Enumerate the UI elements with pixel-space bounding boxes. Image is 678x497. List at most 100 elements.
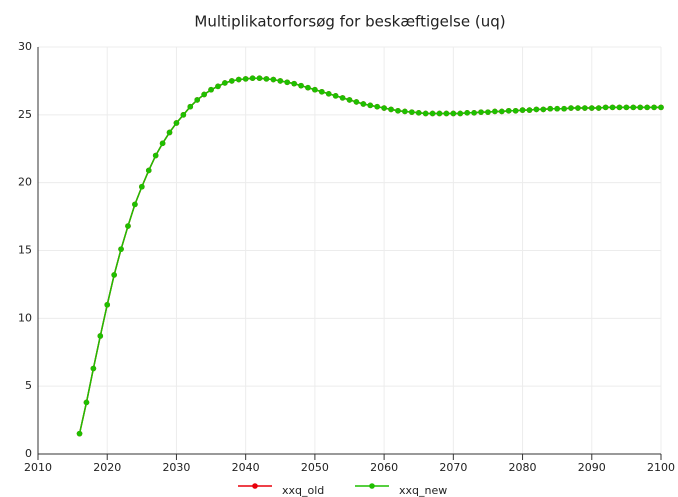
marker [249,75,256,82]
x-tick-label: 2010 [24,461,52,474]
marker [125,223,131,229]
marker [187,103,194,110]
x-tick-label: 2040 [232,461,260,474]
marker [277,78,284,84]
marker [422,110,429,117]
marker [360,101,367,107]
marker [658,104,664,111]
legend-marker [252,483,258,489]
marker [118,246,124,252]
marker [298,82,304,89]
marker [388,106,394,113]
marker [478,109,484,115]
marker [554,105,560,112]
marker [353,99,360,105]
marker [104,301,111,308]
line [78,77,661,434]
x-tick-label: 2080 [509,461,537,474]
y-tick-label: 0 [25,447,32,460]
y-tick-label: 25 [18,108,32,121]
marker [443,110,450,117]
y-tick-label: 5 [25,379,32,392]
marker [409,109,415,115]
marker [229,78,235,84]
marker [215,83,221,90]
marker [235,76,242,83]
marker [415,109,422,116]
marker [429,110,436,117]
y-tick-label: 15 [18,244,32,257]
marker [284,79,291,86]
marker [166,129,173,136]
marker [561,105,567,112]
marker [367,102,374,109]
marker [139,183,145,190]
marker [616,104,623,111]
marker [492,108,498,115]
marker [644,104,650,111]
legend-label: xxq_new [399,484,447,497]
y-tick-label: 10 [18,311,32,324]
marker [111,272,117,278]
marker [651,104,657,111]
marker [90,365,97,372]
x-tick-label: 2060 [370,461,398,474]
marker [623,104,630,111]
x-tick-label: 2070 [439,461,467,474]
marker [201,91,207,98]
marker [346,97,353,103]
marker [242,76,249,82]
marker [471,109,477,116]
marker [533,106,540,113]
x-tick-label: 2090 [578,461,606,474]
line [78,77,661,434]
marker [339,95,346,101]
marker [450,110,457,117]
marker [505,107,512,114]
marker [263,76,270,82]
marker [319,88,325,95]
marker [526,107,533,113]
marker [540,106,547,113]
marker [575,105,581,111]
marker [395,107,401,114]
marker [325,91,332,97]
marker [512,107,519,114]
marker [381,105,387,111]
marker [595,105,602,111]
marker [602,104,609,111]
marker [256,75,263,82]
marker [402,108,408,115]
marker [588,105,595,111]
x-tick-label: 2030 [162,461,190,474]
marker [547,105,554,112]
marker [332,93,339,99]
marker [637,104,644,111]
y-tick-label: 30 [18,40,32,53]
marker [208,86,214,93]
marker [194,97,201,103]
marker [83,399,90,406]
series [76,75,664,437]
marker [222,80,228,86]
marker [132,201,138,208]
marker [436,110,443,117]
marker [270,76,277,83]
marker [97,333,104,339]
marker [485,109,491,115]
marker [312,86,318,93]
marker [305,84,311,91]
marker [291,80,297,87]
marker [609,104,616,111]
x-tick-label: 2050 [301,461,329,474]
marker [374,103,380,110]
legend-label: xxq_old [282,484,324,497]
y-tick-label: 20 [18,176,32,189]
chart-title: Multiplikatorforsøg for beskæftigelse (u… [194,13,505,31]
marker [76,430,83,437]
legend-marker [369,483,375,489]
marker [457,110,464,117]
x-tick-label: 2020 [93,461,121,474]
marker [498,108,505,115]
marker [173,120,180,126]
